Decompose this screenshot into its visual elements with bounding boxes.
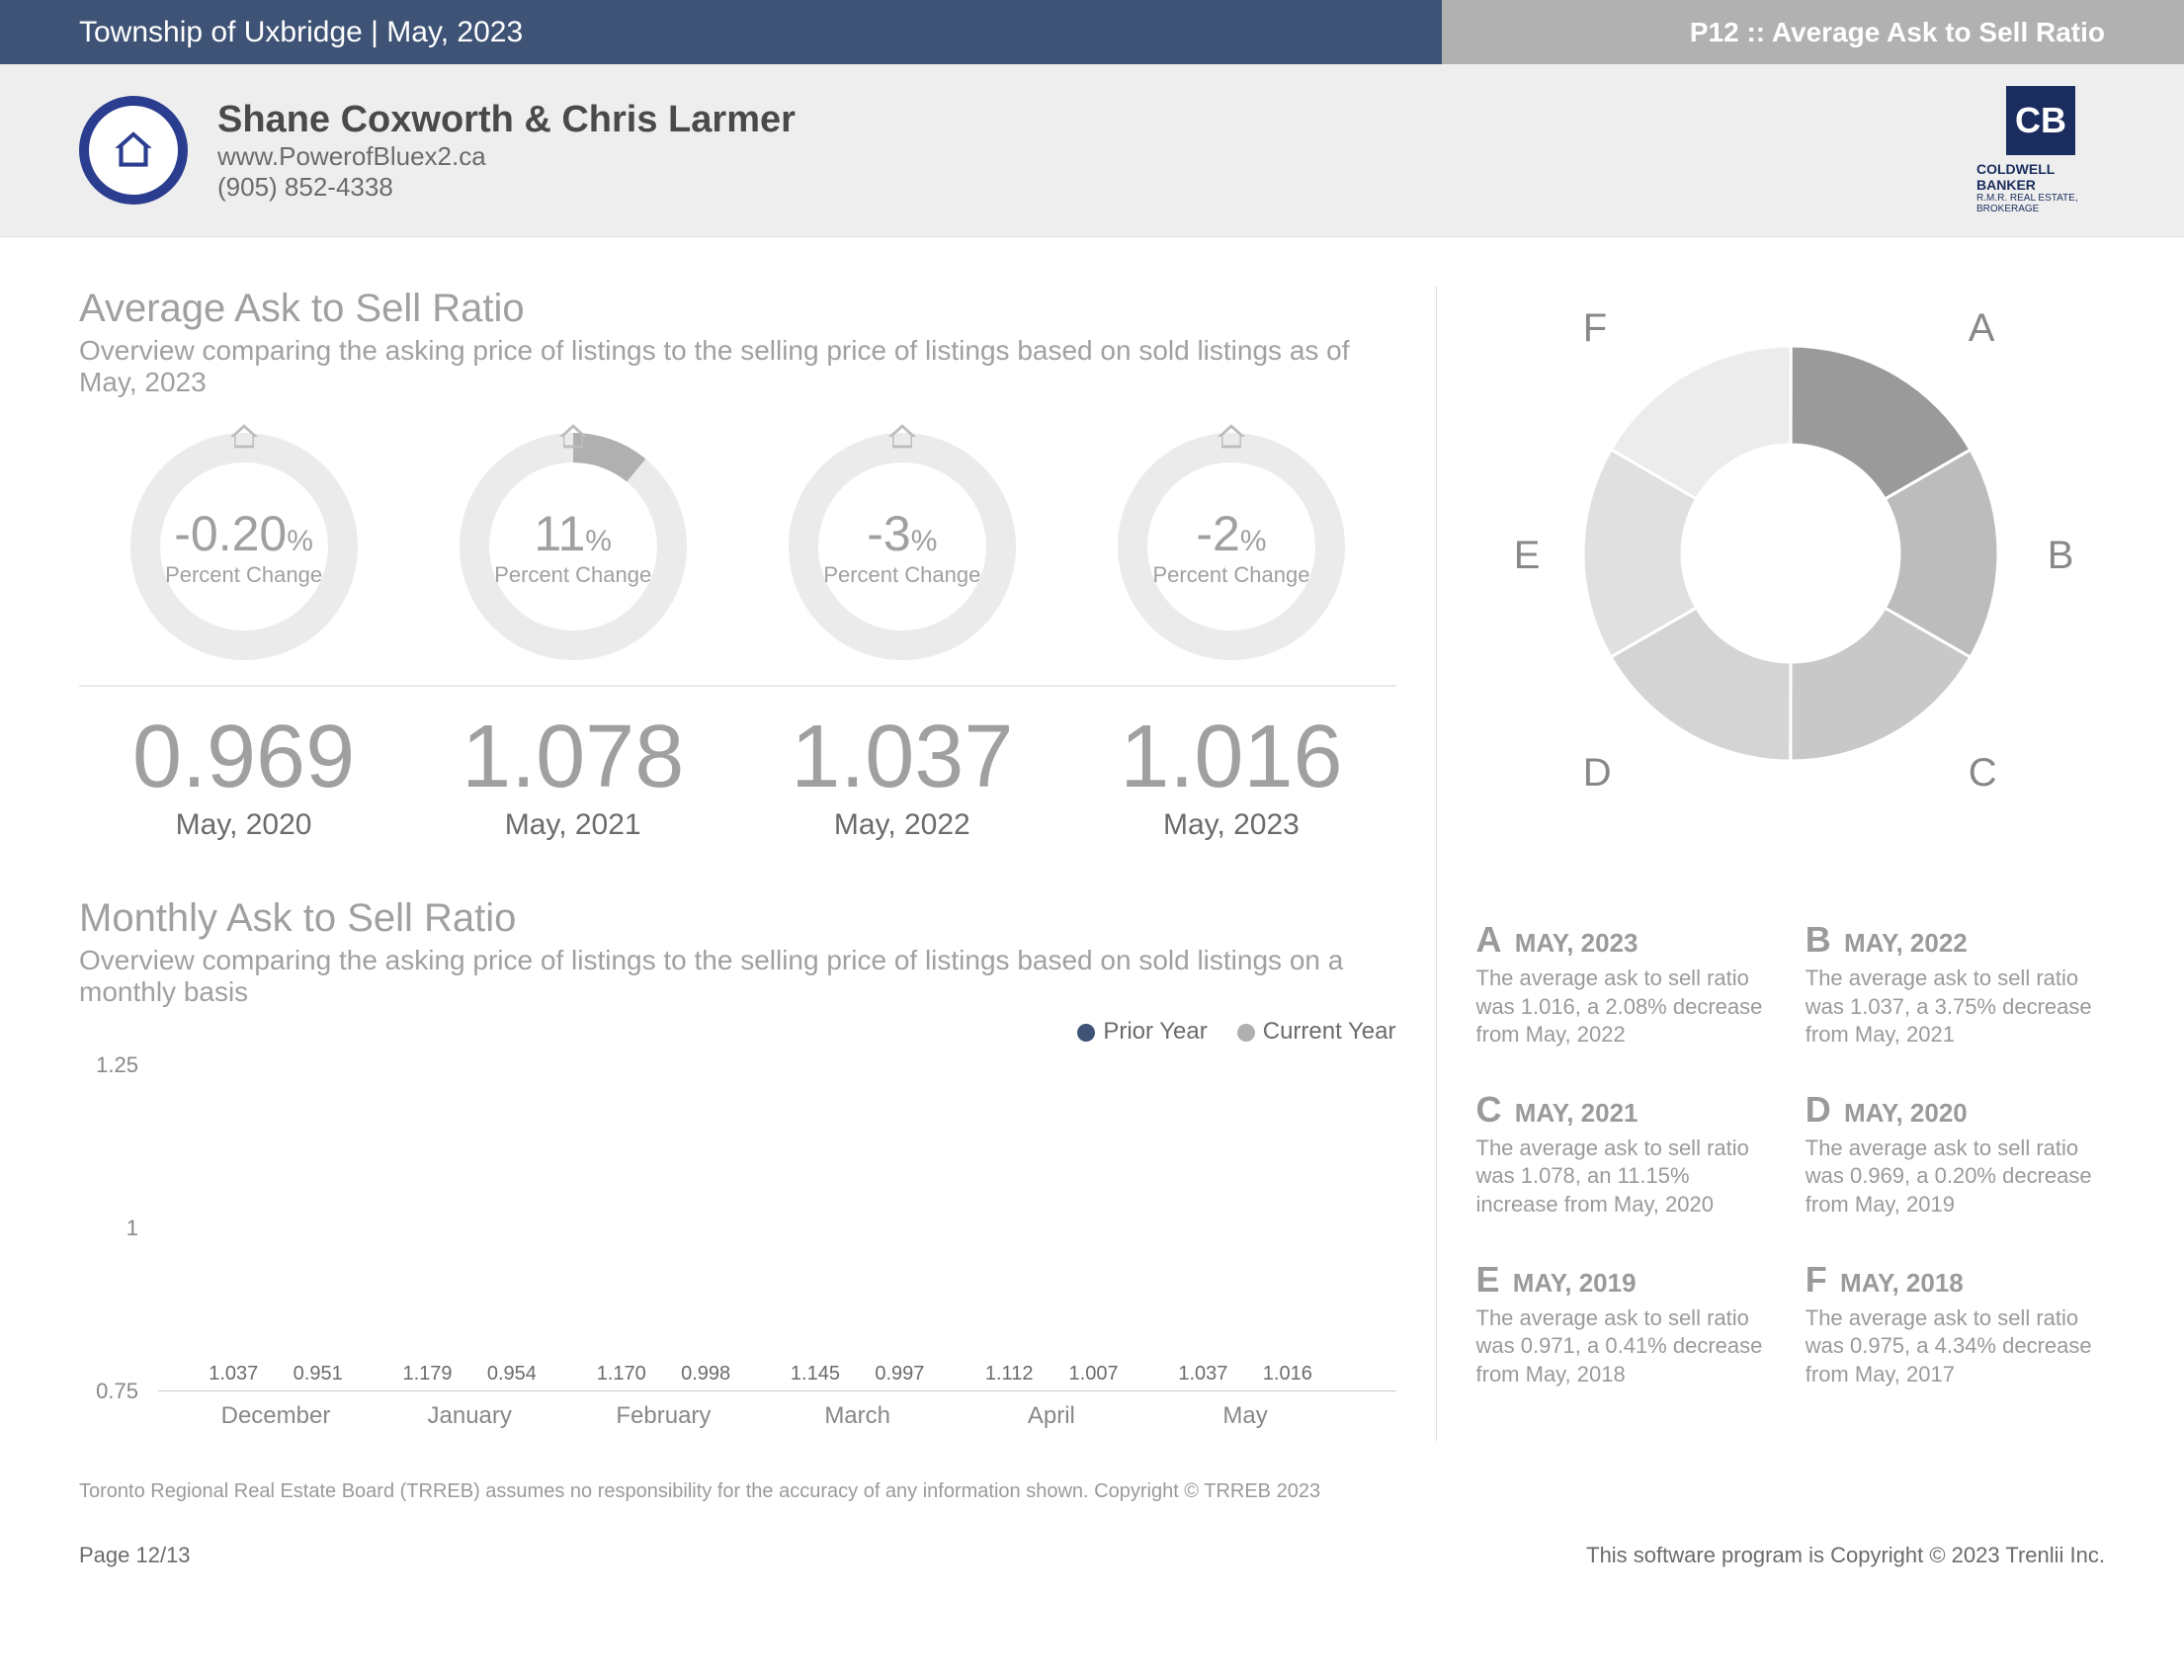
brand-sub: R.M.R. REAL ESTATE, BROKERAGE [1976,193,2105,214]
y-axis-label: 1 [126,1216,138,1241]
donut-letter: E [1514,534,1541,578]
gauge-value: -0.20% [174,505,313,562]
annotation: C MAY, 2021 The average ask to sell rati… [1476,1089,1776,1219]
bar-value: 1.037 [196,1363,272,1386]
annotation-head: E MAY, 2019 [1476,1259,1776,1301]
bignum-label: May, 2022 [737,808,1066,842]
bignum-cell: 0.969 May, 2020 [79,707,408,842]
donut-chart: ABCDEF [1524,287,2058,820]
annotation-body: The average ask to sell ratio was 0.971,… [1476,1304,1776,1389]
legend: Prior Year Current Year [79,1018,1396,1046]
x-axis-label: January [389,1402,550,1430]
brand-logo: CB COLDWELL BANKER R.M.R. REAL ESTATE, B… [1976,86,2105,214]
bignum-label: May, 2020 [79,808,408,842]
gauge-label: Percent Change [823,562,980,588]
header-right: P12 :: Average Ask to Sell Ratio [1442,0,2184,64]
gauge-value: 11% [534,505,612,562]
legend-current: Current Year [1263,1018,1396,1045]
x-axis-label: December [196,1402,357,1430]
agent-phone: (905) 852-4338 [217,172,796,203]
bar-value: 1.007 [1055,1363,1132,1386]
annotation-head: F MAY, 2018 [1806,1259,2105,1301]
annotations: A MAY, 2023 The average ask to sell rati… [1476,919,2106,1388]
gauge-cell: 11% Percent Change [408,428,737,665]
bar-value: 0.951 [280,1363,356,1386]
donut-letter: B [2048,534,2074,578]
bar-value: 1.037 [1165,1363,1241,1386]
gauge-label: Percent Change [1152,562,1309,588]
x-axis-label: April [970,1402,1132,1430]
page-number: Page 12/13 [79,1543,191,1568]
disclaimer: Toronto Regional Real Estate Board (TRRE… [79,1480,2105,1503]
bignum-row: 0.969 May, 20201.078 May, 20211.037 May,… [79,707,1396,842]
bar-value: 1.179 [389,1363,465,1386]
donut-letter: C [1969,751,1997,796]
annotation-head: C MAY, 2021 [1476,1089,1776,1131]
gauges-row: -0.20% Percent Change 11% Percent Change [79,428,1396,687]
avg-subtitle: Overview comparing the asking price of l… [79,335,1364,398]
agent-logo-icon [79,96,188,205]
annotation-body: The average ask to sell ratio was 1.016,… [1476,965,1776,1050]
donut-letter: A [1969,306,1995,351]
gauge-cell: -0.20% Percent Change [79,428,408,665]
bar-chart: 0.7511.25 1.037 0.951 December 1.179 0.9… [79,1065,1396,1441]
x-axis-label: May [1165,1402,1326,1430]
legend-prior: Prior Year [1103,1018,1207,1045]
x-axis-label: February [583,1402,744,1430]
annotation: B MAY, 2022 The average ask to sell rati… [1806,919,2105,1050]
agent-name: Shane Coxworth & Chris Larmer [217,99,796,141]
bar-value: 1.145 [777,1363,853,1386]
gauge-label: Percent Change [494,562,651,588]
y-axis-label: 1.25 [96,1052,138,1078]
bignum-label: May, 2021 [408,808,737,842]
monthly-subtitle: Overview comparing the asking price of l… [79,945,1364,1008]
annotation-head: B MAY, 2022 [1806,919,2105,961]
bar-value: 0.998 [667,1363,743,1386]
bar-value: 0.997 [862,1363,938,1386]
x-axis-label: March [777,1402,938,1430]
annotation-head: A MAY, 2023 [1476,919,1776,961]
gauge-label: Percent Change [165,562,322,588]
bar-value: 1.016 [1249,1363,1325,1386]
avg-title: Average Ask to Sell Ratio [79,287,1396,331]
donut-letter: F [1583,306,1607,351]
brand-name: COLDWELL BANKER [1976,161,2105,193]
bar-value: 1.170 [583,1363,659,1386]
copyright: This software program is Copyright © 202… [1586,1543,2105,1568]
annotation-body: The average ask to sell ratio was 0.969,… [1806,1134,2105,1219]
annotation: D MAY, 2020 The average ask to sell rati… [1806,1089,2105,1219]
footer: Toronto Regional Real Estate Board (TRRE… [0,1441,2184,1568]
bignum-value: 1.037 [737,707,1066,808]
annotation: E MAY, 2019 The average ask to sell rati… [1476,1259,1776,1389]
gauge-cell: -2% Percent Change [1066,428,1395,665]
monthly-title: Monthly Ask to Sell Ratio [79,896,1396,941]
legend-dot-prior-icon [1077,1024,1095,1042]
y-axis-label: 0.75 [96,1379,138,1404]
bignum-label: May, 2023 [1066,808,1395,842]
annotation-body: The average ask to sell ratio was 1.078,… [1476,1134,1776,1219]
annotation: F MAY, 2018 The average ask to sell rati… [1806,1259,2105,1389]
header-left: Township of Uxbridge | May, 2023 [0,0,1442,64]
bignum-cell: 1.078 May, 2021 [408,707,737,842]
annotation: A MAY, 2023 The average ask to sell rati… [1476,919,1776,1050]
gauge-value: -3% [867,505,937,562]
gauge-value: -2% [1196,505,1266,562]
bignum-value: 1.016 [1066,707,1395,808]
donut-letter: D [1583,751,1612,796]
bar-value: 1.112 [970,1363,1047,1386]
bignum-value: 1.078 [408,707,737,808]
annotation-body: The average ask to sell ratio was 1.037,… [1806,965,2105,1050]
agent-site: www.PowerofBluex2.ca [217,141,796,172]
annotation-body: The average ask to sell ratio was 0.975,… [1806,1304,2105,1389]
info-band: Shane Coxworth & Chris Larmer www.Powero… [0,64,2184,237]
bignum-value: 0.969 [79,707,408,808]
legend-dot-current-icon [1237,1024,1255,1042]
bar-value: 0.954 [473,1363,549,1386]
gauge-cell: -3% Percent Change [737,428,1066,665]
bignum-cell: 1.037 May, 2022 [737,707,1066,842]
annotation-head: D MAY, 2020 [1806,1089,2105,1131]
bignum-cell: 1.016 May, 2023 [1066,707,1395,842]
header-bar: Township of Uxbridge | May, 2023 P12 :: … [0,0,2184,64]
brand-square-icon: CB [2006,86,2075,155]
